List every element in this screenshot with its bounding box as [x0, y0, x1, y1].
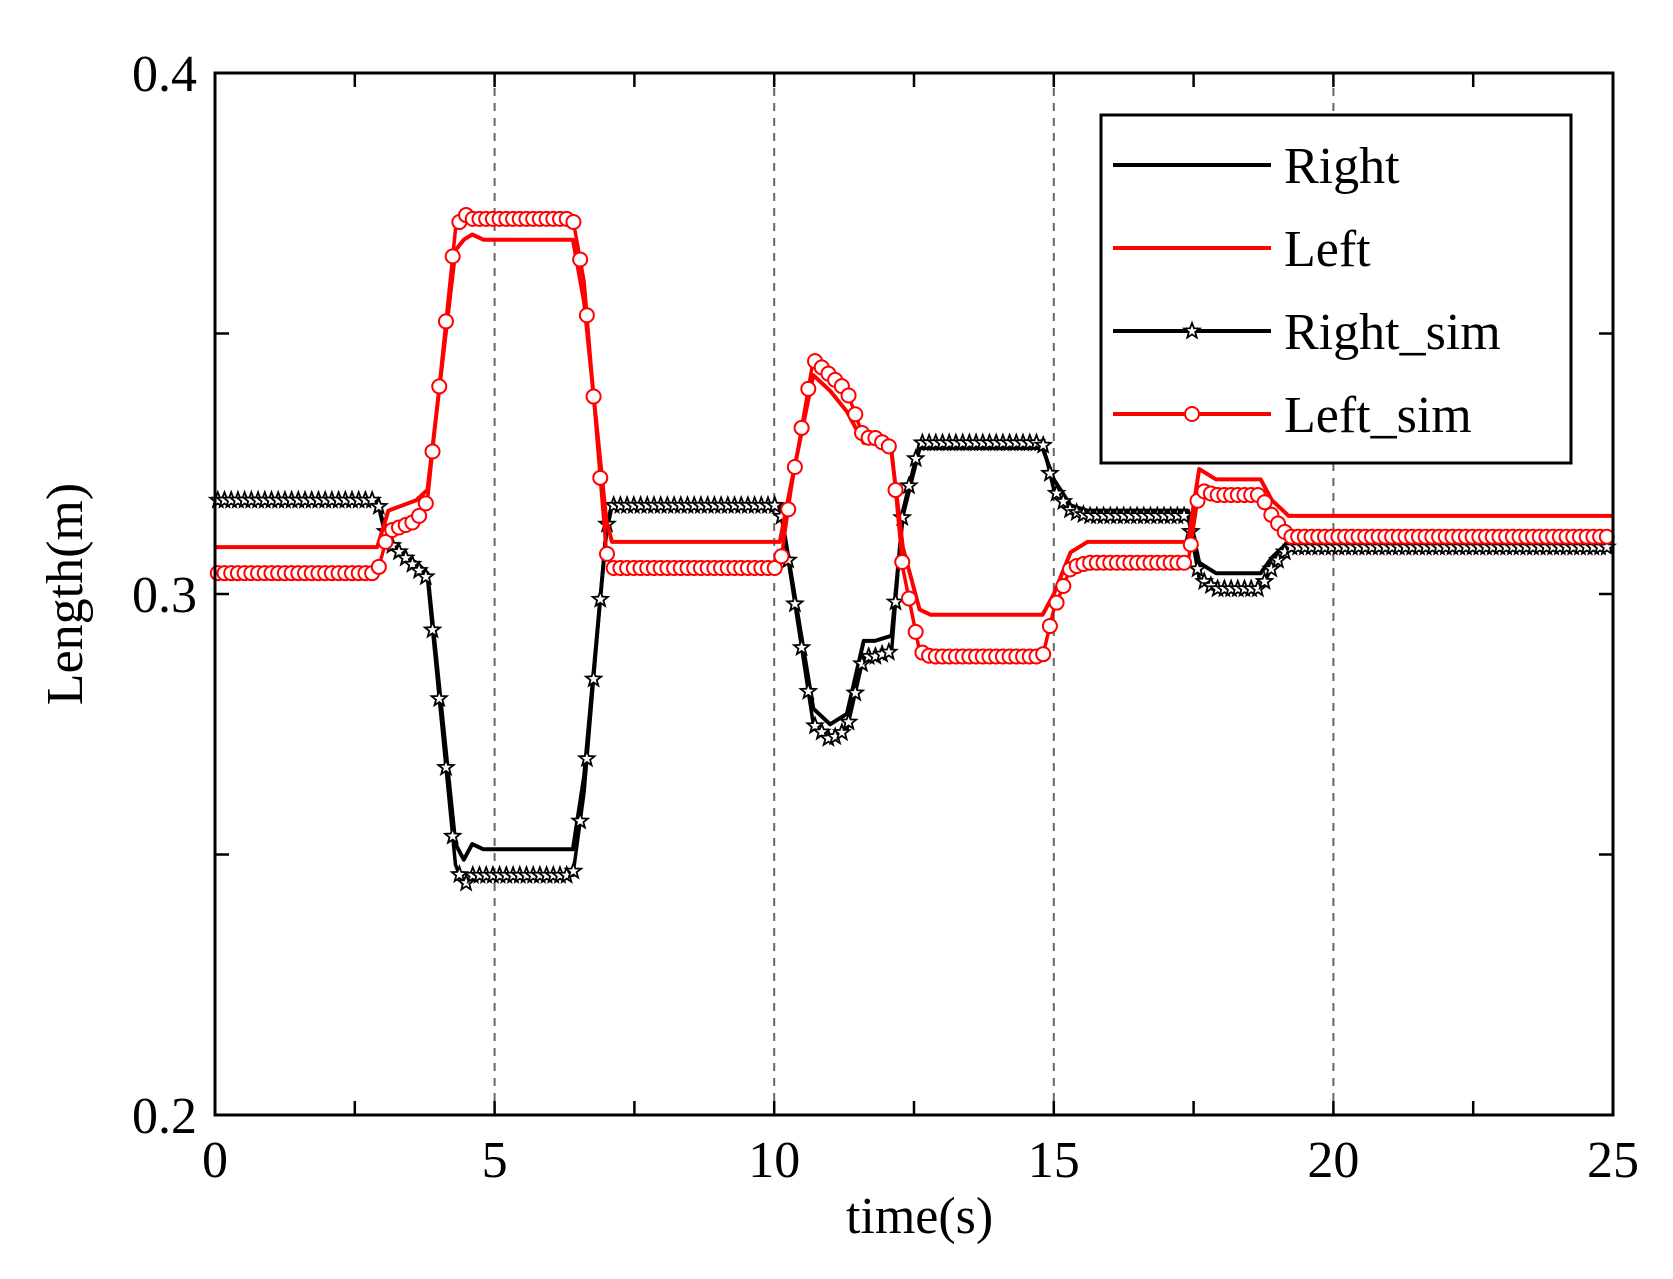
- marker-right-sim: [1267, 549, 1289, 569]
- legend: Right Left Right_sim Left_sim: [1099, 113, 1573, 465]
- series-right: [215, 446, 1613, 862]
- marker-left-sim: [1176, 554, 1193, 571]
- marker-left-sim: [377, 533, 394, 550]
- marker-left-sim: [1041, 618, 1058, 635]
- y-axis-label: Length(m): [37, 483, 94, 705]
- marker-left-sim: [431, 378, 448, 395]
- y-tick-label: 0.4: [132, 46, 197, 103]
- marker-left-sim: [437, 313, 454, 330]
- marker-right-sim: [456, 872, 477, 892]
- marker-left-sim: [786, 459, 803, 476]
- marker-left-sim: [585, 388, 602, 405]
- y-tick-label: 0.3: [132, 567, 197, 624]
- series-line-right: [215, 446, 1613, 862]
- marker-left-sim: [565, 214, 582, 231]
- marker-right-sim: [1039, 462, 1060, 483]
- x-tick-label: 25: [1587, 1132, 1639, 1189]
- marker-left-sim: [880, 438, 897, 455]
- legend-marker-left-sim: [1184, 406, 1200, 422]
- marker-right-sim: [845, 682, 866, 702]
- marker-left-sim: [1035, 646, 1052, 663]
- marker-left-sim: [572, 251, 589, 268]
- marker-right-sim: [583, 668, 604, 688]
- marker-left-sim: [1048, 594, 1065, 611]
- marker-right-sim: [784, 593, 805, 613]
- marker-right-sim: [898, 475, 920, 495]
- marker-left-sim: [780, 501, 797, 518]
- marker-right-sim: [368, 495, 390, 516]
- marker-right-sim: [1033, 434, 1054, 454]
- marker-left-sim: [1182, 536, 1199, 553]
- marker-right-sim: [1046, 482, 1067, 502]
- axis-ticks: 0 5 10 15 20 25 0.2 0.3 0.4: [132, 46, 1639, 1189]
- marker-right-sim: [429, 688, 450, 708]
- marker-right-sim: [791, 637, 812, 657]
- legend-label-right-sim: Right_sim: [1284, 304, 1501, 361]
- marker-left-sim: [766, 559, 783, 576]
- marker-right-sim: [1187, 558, 1208, 578]
- legend-label-left: Left: [1284, 221, 1371, 278]
- marker-left-sim: [800, 380, 817, 397]
- marker-right-sim: [570, 810, 591, 830]
- series-layer: [207, 207, 1618, 892]
- marker-right-sim: [878, 641, 899, 661]
- marker-right-sim: [435, 756, 457, 777]
- marker-left-sim: [793, 419, 810, 436]
- marker-right-sim: [798, 680, 819, 700]
- x-tick-label: 10: [748, 1132, 800, 1189]
- marker-left-sim: [847, 406, 864, 423]
- marker-left-sim: [894, 553, 911, 570]
- marker-left-sim: [907, 623, 924, 640]
- marker-left-sim: [592, 469, 609, 486]
- series-left-sim: [209, 207, 1615, 665]
- marker-right-sim: [1174, 505, 1195, 525]
- marker-left-sim: [578, 307, 595, 324]
- marker-left-sim: [424, 443, 441, 460]
- marker-right-sim: [1053, 491, 1074, 511]
- x-tick-label: 5: [482, 1132, 508, 1189]
- marker-right-sim: [1261, 558, 1282, 578]
- series-right-sim: [207, 432, 1618, 892]
- marker-left-sim: [840, 387, 857, 404]
- legend-box: [1099, 113, 1573, 465]
- legend-label-left-sim: Left_sim: [1284, 387, 1472, 444]
- marker-right-sim: [576, 748, 597, 768]
- y-tick-label: 0.2: [132, 1088, 197, 1145]
- marker-right-sim: [1254, 570, 1275, 591]
- x-tick-label: 15: [1028, 1132, 1080, 1189]
- series-left: [215, 232, 1613, 617]
- marker-left-sim: [887, 482, 904, 499]
- x-tick-label: 0: [202, 1132, 228, 1189]
- legend-label-right: Right: [1284, 138, 1400, 195]
- x-tick-label: 20: [1307, 1132, 1359, 1189]
- marker-left-sim: [444, 248, 461, 265]
- x-axis-label: time(s): [846, 1188, 993, 1245]
- marker-left-sim: [1256, 494, 1273, 511]
- marker-left-sim: [411, 507, 428, 524]
- marker-right-sim: [905, 448, 926, 468]
- marker-right-sim: [415, 566, 436, 586]
- marker-left-sim: [370, 558, 387, 575]
- marker-left-sim: [773, 548, 790, 565]
- marker-right-sim: [838, 711, 859, 731]
- series-line-left: [215, 232, 1613, 617]
- marker-right-sim: [590, 588, 611, 608]
- marker-right-sim: [563, 860, 584, 880]
- marker-left-sim: [598, 545, 615, 562]
- marker-left-sim: [417, 495, 434, 512]
- marker-left-sim: [900, 590, 917, 607]
- marker-left-sim: [1055, 578, 1072, 595]
- marker-right-sim: [764, 494, 785, 514]
- marker-right-sim: [422, 619, 443, 639]
- legend-marker-right-sim: [1181, 320, 1203, 340]
- marker-right-sim: [831, 721, 852, 742]
- marker-right-sim: [442, 825, 463, 845]
